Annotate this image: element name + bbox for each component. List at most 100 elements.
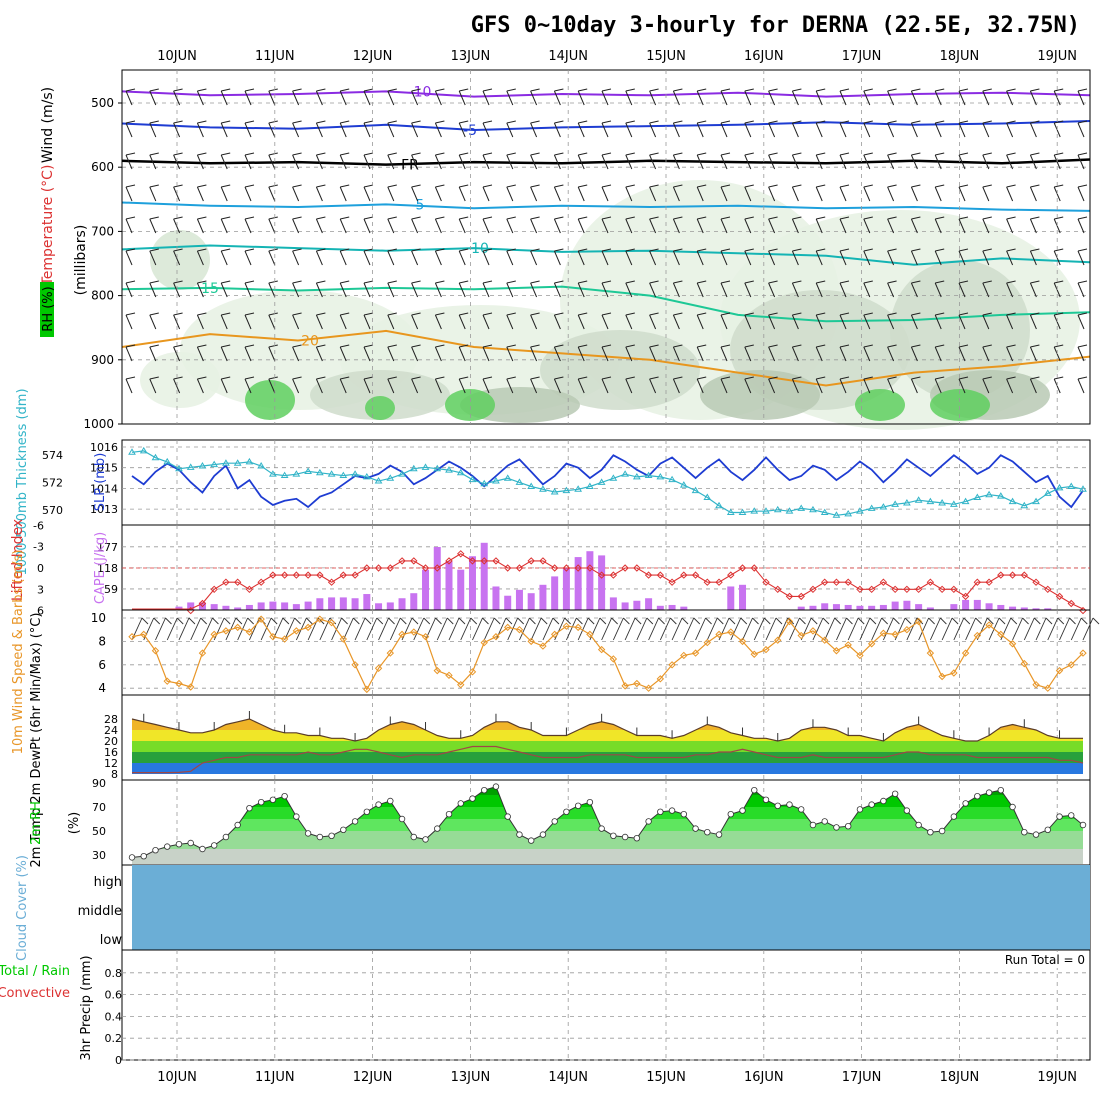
surface-barb-feather <box>435 617 442 625</box>
wind-speed-point <box>503 623 512 632</box>
barb-feather <box>578 312 588 316</box>
rh-point <box>704 829 711 836</box>
surface-barb <box>530 617 542 641</box>
barb-feather <box>792 216 802 220</box>
barb-feather <box>816 312 826 316</box>
barb-staff <box>268 314 276 330</box>
wind-barb <box>1029 312 1040 330</box>
barb-feather <box>244 152 255 156</box>
barb-feather <box>863 344 873 348</box>
barb-feather <box>292 152 302 156</box>
barb-feather <box>720 280 731 284</box>
barb-feather <box>578 120 588 124</box>
barb-staff <box>553 378 561 394</box>
barb-feather <box>387 312 397 316</box>
barb-feather <box>411 248 421 252</box>
wind-barb <box>149 344 159 362</box>
wind-barb <box>458 344 469 362</box>
rh-point <box>856 806 864 813</box>
lifted-index-point <box>410 557 418 565</box>
barb-staff <box>244 314 252 330</box>
thickness-point <box>1055 483 1064 491</box>
rh-point <box>140 853 147 860</box>
wind-speed-point <box>515 625 524 634</box>
cape-bar <box>809 605 817 610</box>
barb-feather <box>625 312 635 316</box>
wind-barb <box>863 120 873 138</box>
wind-barb <box>244 184 255 202</box>
barb-feather <box>863 88 873 92</box>
thickness-point <box>891 500 900 507</box>
wind-barb <box>768 312 778 330</box>
temp-tick-label: 24 <box>104 724 118 737</box>
barb-feather <box>911 152 921 156</box>
wind-barb <box>863 376 873 394</box>
rh-point <box>210 842 218 849</box>
slp-axis-label: SLP (mb) <box>93 453 108 512</box>
surface-barb-feather <box>505 617 513 625</box>
barb-feather <box>197 376 207 380</box>
wind-barb <box>149 184 159 202</box>
cape-bar <box>598 555 606 610</box>
thickness-point <box>1008 497 1017 505</box>
barb-feather <box>506 216 516 220</box>
thickness-point <box>245 457 254 465</box>
barb-staff <box>863 346 871 362</box>
barb-feather <box>363 312 374 316</box>
wind-speed-point <box>316 615 324 623</box>
barb-feather <box>1030 120 1040 124</box>
wind-barb <box>910 120 921 138</box>
wind-barb <box>696 312 707 330</box>
wind-speed-point <box>973 631 982 640</box>
barb-staff <box>434 378 442 394</box>
cape-bar <box>375 603 383 610</box>
barb-staff <box>815 218 823 234</box>
precip-total-label: Total / Rain <box>0 964 70 979</box>
wind-barb <box>958 376 969 394</box>
wind-speed-point <box>574 623 582 632</box>
wind-barb <box>958 152 969 170</box>
wind-barb <box>958 248 969 266</box>
surface-barb-feather <box>212 617 219 625</box>
barb-feather <box>720 376 731 380</box>
barb-feather <box>530 216 540 220</box>
barb-staff <box>1077 218 1085 234</box>
cape-bar <box>739 584 747 610</box>
barb-staff <box>411 378 419 394</box>
barb-staff <box>910 90 918 106</box>
barb-feather <box>149 376 159 380</box>
barb-staff <box>601 282 609 298</box>
wind-barb <box>387 152 397 170</box>
barb-feather <box>173 152 183 156</box>
thickness-point <box>409 464 418 472</box>
barb-staff <box>315 282 323 298</box>
rh-point <box>621 833 629 841</box>
surface-barb-feather <box>1069 617 1076 625</box>
wind-speed-point <box>550 630 559 639</box>
barb-staff <box>506 250 514 266</box>
wind-speed-point <box>903 625 911 634</box>
wind-barb <box>363 216 374 234</box>
barb-staff <box>934 186 942 202</box>
barb-feather <box>697 248 707 252</box>
surface-barb-feather <box>176 617 184 625</box>
top-day-label: 16JUN <box>744 49 784 64</box>
wind-barb <box>482 184 493 202</box>
barb-feather <box>982 152 992 156</box>
wind-barb <box>625 88 635 106</box>
barb-staff <box>815 346 823 362</box>
barb-feather <box>768 344 778 348</box>
barb-staff <box>220 122 228 138</box>
barb-staff <box>839 218 847 234</box>
barb-staff <box>292 282 300 298</box>
wind-barb <box>672 88 683 106</box>
rh-point <box>692 825 699 832</box>
wind-barb <box>768 88 778 106</box>
barb-feather <box>744 152 754 156</box>
surface-barb <box>495 617 507 641</box>
barb-feather <box>982 88 992 92</box>
surface-barb-feather <box>458 617 466 625</box>
barb-staff <box>125 314 133 330</box>
barb-feather <box>292 376 302 380</box>
barb-feather <box>459 312 469 316</box>
